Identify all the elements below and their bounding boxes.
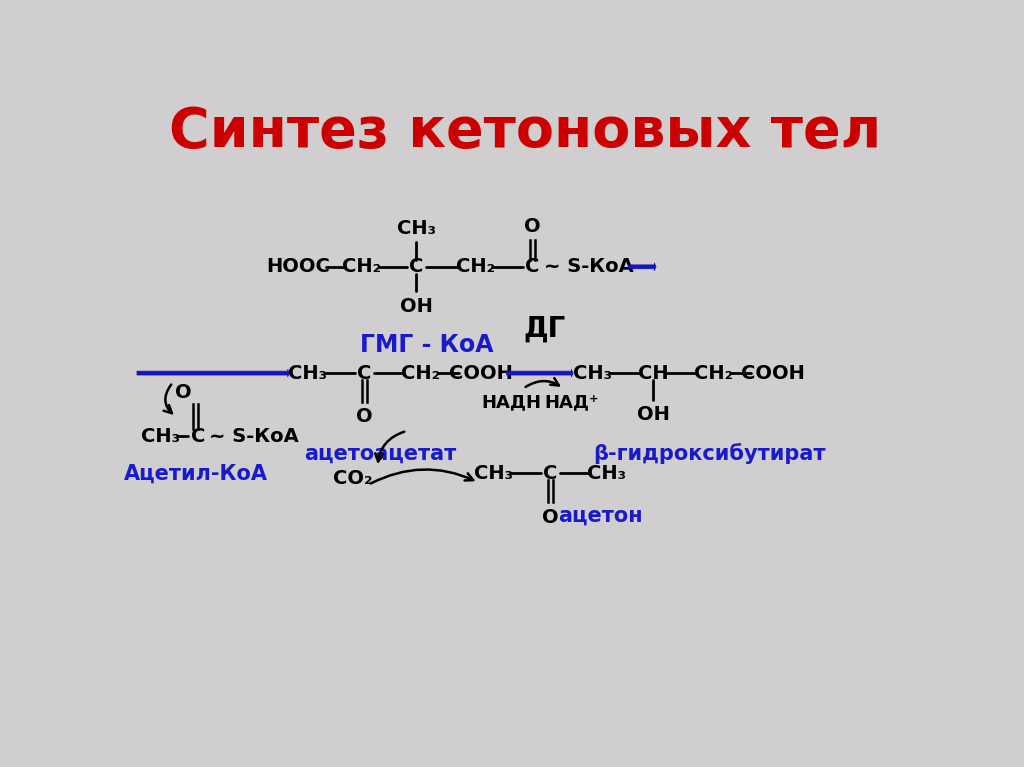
Text: ацетон: ацетон xyxy=(558,505,643,525)
Text: CH: CH xyxy=(638,364,669,383)
Text: C: C xyxy=(410,258,424,276)
Text: ДГ: ДГ xyxy=(524,314,566,342)
Text: CH₃: CH₃ xyxy=(289,364,328,383)
Text: OH: OH xyxy=(399,298,433,316)
Text: O: O xyxy=(356,407,373,426)
Text: CH₃: CH₃ xyxy=(573,364,612,383)
Text: HOOC: HOOC xyxy=(266,258,331,276)
Text: НАДН: НАДН xyxy=(481,393,542,411)
Text: O: O xyxy=(175,383,193,402)
Text: CH₂: CH₂ xyxy=(693,364,733,383)
Text: CH₃: CH₃ xyxy=(588,464,627,482)
Text: ГМГ - КоА: ГМГ - КоА xyxy=(359,334,494,357)
Text: C: C xyxy=(190,426,205,446)
Text: C: C xyxy=(357,364,372,383)
Text: β-гидроксибутират: β-гидроксибутират xyxy=(593,443,825,465)
Text: O: O xyxy=(524,216,541,235)
Text: ацетоацетат: ацетоацетат xyxy=(304,444,456,464)
Text: CH₃: CH₃ xyxy=(141,426,180,446)
Text: C: C xyxy=(543,464,557,482)
Text: Ацетил-КоА: Ацетил-КоА xyxy=(124,463,268,483)
Text: CH₂: CH₂ xyxy=(456,258,495,276)
Text: C: C xyxy=(525,258,540,276)
Text: COOH: COOH xyxy=(740,364,805,383)
Text: CH₂: CH₂ xyxy=(401,364,440,383)
Text: CO₂: CO₂ xyxy=(333,469,373,488)
Text: НАД⁺: НАД⁺ xyxy=(544,393,599,411)
Text: Синтез кетоновых тел: Синтез кетоновых тел xyxy=(169,105,881,159)
Text: CH₃: CH₃ xyxy=(397,219,436,238)
Text: CH₂: CH₂ xyxy=(342,258,382,276)
Text: ~ S-КоА: ~ S-КоА xyxy=(544,258,634,276)
Text: OH: OH xyxy=(637,405,670,424)
Text: COOH: COOH xyxy=(449,364,513,383)
Text: ~ S-КоА: ~ S-КоА xyxy=(209,426,299,446)
Text: CH₃: CH₃ xyxy=(474,464,513,482)
Text: O: O xyxy=(542,508,559,527)
